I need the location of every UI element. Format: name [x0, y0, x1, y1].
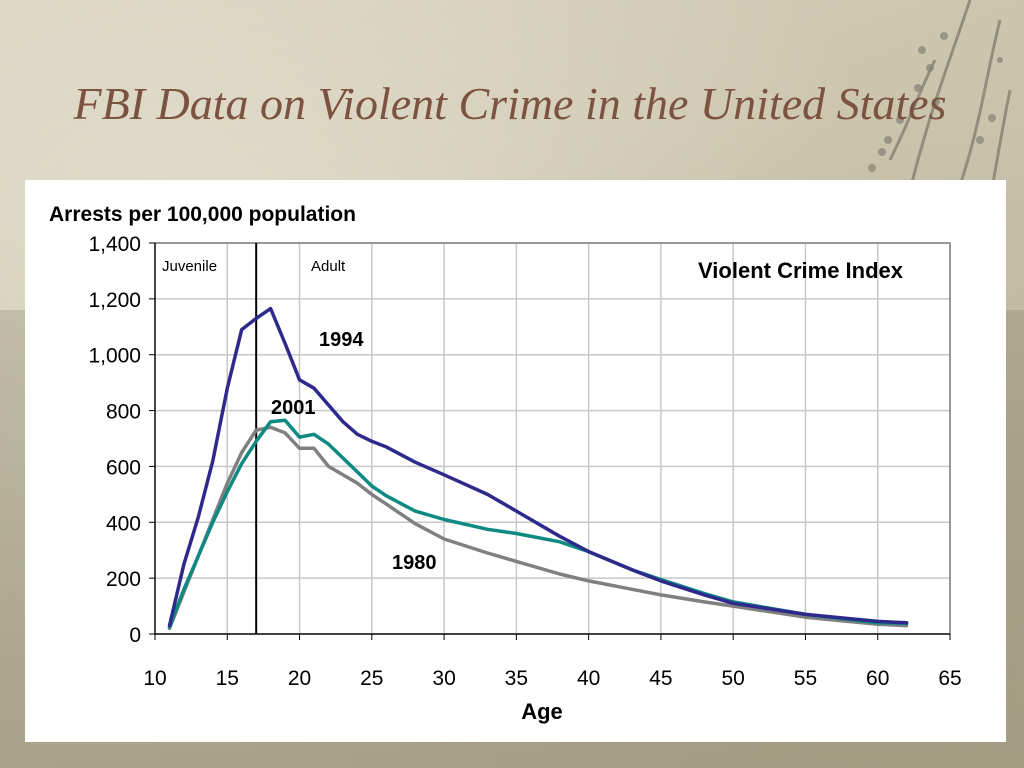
x-tick-label: 10	[143, 667, 166, 690]
x-tick-label: 15	[216, 667, 239, 690]
line-chart: 10 15 20 25 30 35 40 45 50 55 60 65 0 200 400 600 800 1,0…	[49, 203, 962, 724]
x-tick-label: 40	[577, 667, 600, 690]
series-line-1994	[167, 306, 909, 628]
y-tick-label: 600	[106, 456, 141, 479]
x-tick-label: 50	[722, 667, 745, 690]
x-tick-label: 25	[360, 667, 383, 690]
series-line-1980	[167, 425, 909, 631]
y-tick-label: 1,400	[88, 233, 141, 256]
chart-panel: 10 15 20 25 30 35 40 45 50 55 60 65 0 200 400 600 800 1,0…	[25, 180, 1006, 742]
series-label-1994: 1994	[319, 329, 364, 351]
x-tick-label: 30	[432, 667, 455, 690]
chart-title: Violent Crime Index	[698, 258, 904, 283]
x-tick-label: 60	[866, 667, 889, 690]
y-tick-label: 400	[106, 512, 141, 535]
plot-area-frame	[154, 242, 951, 635]
y-tick-label: 0	[129, 624, 141, 647]
x-tick-label: 20	[288, 667, 311, 690]
x-tick-label: 55	[794, 667, 817, 690]
grid	[154, 242, 951, 635]
y-axis-label: Arrests per 100,000 population	[49, 203, 356, 226]
series-label-1980: 1980	[392, 552, 437, 574]
y-tick-label: 1,200	[88, 289, 141, 312]
y-tick-label: 200	[106, 568, 141, 591]
y-tick-label: 1,000	[88, 345, 141, 368]
series-label-2001: 2001	[271, 397, 316, 419]
slide-title: FBI Data on Violent Crime in the United …	[73, 78, 947, 129]
annotation-juvenile: Juvenile	[162, 258, 217, 275]
x-tick-label: 45	[649, 667, 672, 690]
x-tick-label: 35	[505, 667, 528, 690]
x-axis-label: Age	[521, 699, 563, 724]
axes: 10 15 20 25 30 35 40 45 50 55 60 65 0 200 400 600 800 1,0…	[88, 233, 961, 690]
x-tick-label: 65	[938, 667, 961, 690]
series-lines	[167, 306, 909, 631]
y-tick-label: 800	[106, 401, 141, 424]
annotation-adult: Adult	[311, 258, 346, 275]
